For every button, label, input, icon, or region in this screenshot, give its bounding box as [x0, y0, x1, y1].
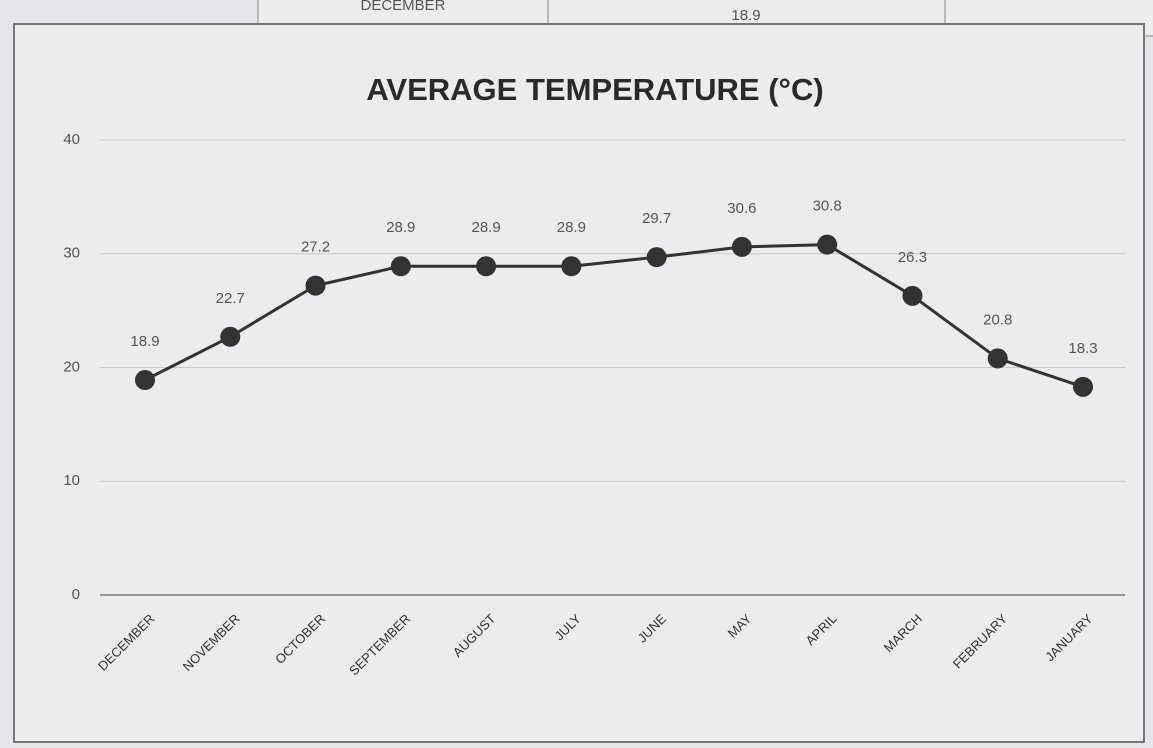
- data-label: 27.2: [301, 239, 330, 256]
- data-label: 29.7: [642, 210, 671, 227]
- point: [305, 275, 326, 296]
- table-text: 18.9: [731, 7, 760, 24]
- y-tick-label: 0: [72, 586, 80, 603]
- y-tick-label: 30: [63, 245, 80, 262]
- point: [646, 247, 667, 268]
- data-label: 30.8: [813, 198, 842, 215]
- point: [476, 256, 497, 277]
- y-tick-label: 40: [63, 131, 80, 148]
- point: [135, 370, 155, 391]
- point: [731, 236, 752, 257]
- data-label: 22.7: [216, 290, 245, 307]
- table-text: DECEMBER: [360, 0, 445, 14]
- point: [902, 285, 923, 306]
- data-label: 30.6: [727, 200, 756, 217]
- chart-frame: [13, 23, 1145, 743]
- data-label: 20.8: [983, 311, 1012, 328]
- point: [1073, 376, 1093, 397]
- data-label: 28.9: [557, 219, 586, 236]
- y-tick-label: 20: [63, 358, 80, 375]
- chart-title: AVERAGE TEMPERATURE (°C): [366, 72, 823, 107]
- data-label: 28.9: [471, 219, 500, 236]
- line: [144, 243, 1084, 389]
- y-tick-label: 10: [63, 472, 80, 489]
- point: [220, 326, 241, 347]
- data-label: 28.9: [386, 219, 415, 236]
- point: [817, 234, 838, 255]
- data-label: 18.3: [1068, 340, 1097, 357]
- data-label: 26.3: [898, 249, 927, 266]
- point: [390, 256, 411, 277]
- point: [561, 256, 582, 277]
- data-label: 18.9: [130, 333, 159, 350]
- point: [987, 348, 1008, 369]
